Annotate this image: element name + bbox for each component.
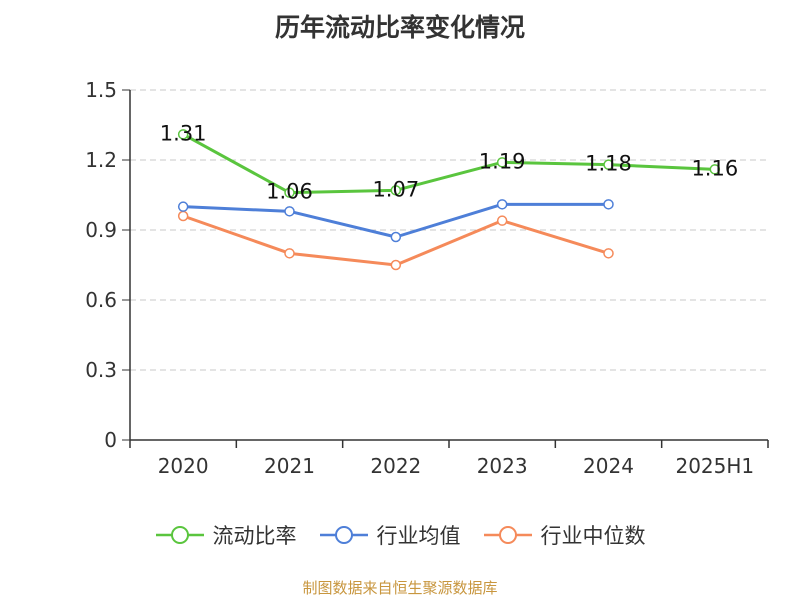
chart-title: 历年流动比率变化情况 [274, 13, 525, 42]
series-0-point-4 [603, 159, 614, 170]
legend-item-2[interactable]: 行业中位数 [483, 520, 646, 550]
data-label-0: 1.31 [160, 121, 207, 145]
data-label-1: 1.06 [266, 180, 313, 204]
legend-marker-1 [319, 526, 368, 544]
y-tick-label-3: 0.9 [85, 218, 117, 242]
series-0-point-5 [709, 164, 721, 175]
series-2-point-1 [284, 248, 295, 259]
legend: 流动比率 行业均值 行业中位数 [0, 520, 800, 550]
y-tick-label-4: 1.2 [85, 148, 117, 172]
data-label-5: 1.16 [691, 156, 738, 180]
y-tick-label-1: 0.3 [85, 358, 117, 382]
x-tick-label-1: 2021 [264, 454, 315, 478]
y-tick-label-0: 0 [104, 428, 117, 452]
legend-label-2: 行业中位数 [540, 524, 646, 548]
series-1-point-1 [284, 206, 295, 217]
legend-label-0: 流动比率 [212, 524, 297, 548]
x-tick-label-2: 2022 [370, 454, 421, 478]
series-0-point-0 [177, 129, 189, 140]
data-label-4: 1.18 [585, 152, 632, 176]
series-1-point-2 [390, 231, 402, 243]
series-1-point-0 [177, 201, 189, 212]
series-2-point-2 [390, 259, 402, 271]
data-label-3: 1.19 [479, 149, 526, 173]
series-0-point-2 [390, 185, 402, 196]
series-1-point-4 [603, 199, 614, 210]
series-0-point-3 [496, 157, 508, 168]
legend-item-1[interactable]: 行业均值 [319, 520, 461, 550]
series-line-0 [182, 133, 715, 195]
x-tick-label-4: 2024 [583, 454, 634, 478]
legend-marker-2 [483, 526, 532, 544]
y-tick-label-2: 0.6 [85, 288, 117, 312]
x-tick-label-5: 2025H1 [675, 454, 754, 478]
legend-label-1: 行业均值 [376, 524, 461, 548]
data-label-2: 1.07 [372, 177, 419, 201]
series-0-point-1 [284, 187, 295, 198]
series-2-point-4 [603, 248, 614, 259]
series-1-point-3 [496, 199, 508, 210]
series-2-point-3 [496, 215, 508, 226]
legend-item-0[interactable]: 流动比率 [155, 520, 297, 550]
x-tick-label-0: 2020 [158, 454, 209, 478]
x-tick-label-3: 2023 [477, 454, 528, 478]
legend-marker-0 [155, 526, 204, 544]
series-2-point-0 [177, 210, 189, 222]
y-tick-label-5: 1.5 [85, 78, 117, 102]
data-source-note: 制图数据来自恒生聚源数据库 [302, 579, 498, 597]
